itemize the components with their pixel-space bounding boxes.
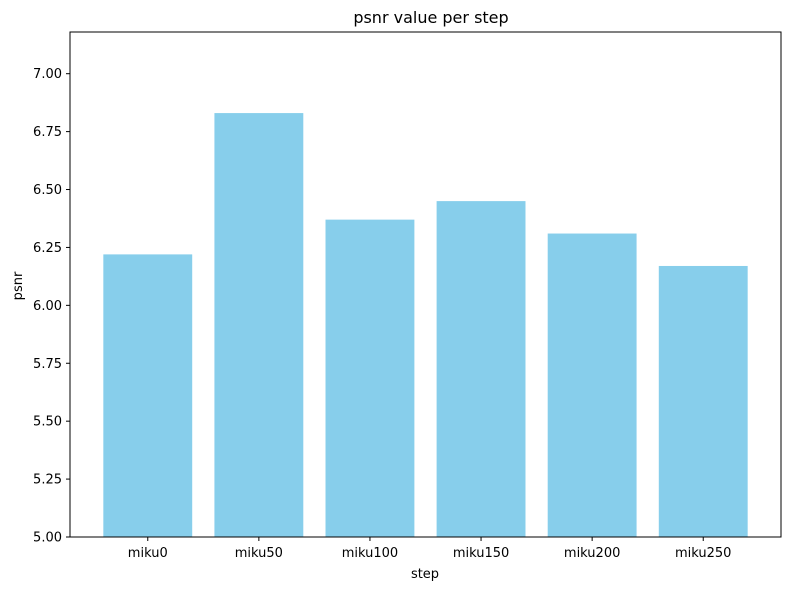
bar-miku100 xyxy=(325,219,415,537)
bar-miku0 xyxy=(103,254,193,537)
bars-layer xyxy=(103,113,748,538)
x-axis-label: step xyxy=(411,567,439,582)
y-axis-label: psnr xyxy=(11,271,26,300)
x-tick-label: miku0 xyxy=(128,546,168,561)
plot-frame xyxy=(69,31,782,538)
bar-miku200 xyxy=(547,233,637,538)
y-tick-label: 7.00 xyxy=(33,67,62,82)
y-tick-label: 5.50 xyxy=(33,415,62,430)
bar-miku150 xyxy=(436,201,526,537)
x-tick-label: miku150 xyxy=(453,546,509,561)
x-tick-label: miku50 xyxy=(235,546,283,561)
bar-miku50 xyxy=(214,113,304,538)
x-ticks: miku0 miku50 miku100 miku150 miku200 miku250 xyxy=(128,537,731,561)
bar-miku250 xyxy=(658,265,748,537)
chart-title: psnr value per step xyxy=(353,8,508,27)
x-tick-label: miku100 xyxy=(342,546,398,561)
y-tick-label: 6.75 xyxy=(33,125,62,140)
y-ticks: 5.00 5.25 5.50 5.75 6.00 6.25 6.50 6.75 7.00 xyxy=(33,67,70,546)
y-tick-label: 5.00 xyxy=(33,531,62,546)
y-tick-label: 6.25 xyxy=(33,241,62,256)
x-tick-label: miku250 xyxy=(675,546,731,561)
y-tick-label: 5.75 xyxy=(33,357,62,372)
x-tick-label: miku200 xyxy=(564,546,620,561)
y-tick-label: 6.50 xyxy=(33,183,62,198)
y-tick-label: 5.25 xyxy=(33,473,62,488)
y-tick-label: 6.00 xyxy=(33,299,62,314)
